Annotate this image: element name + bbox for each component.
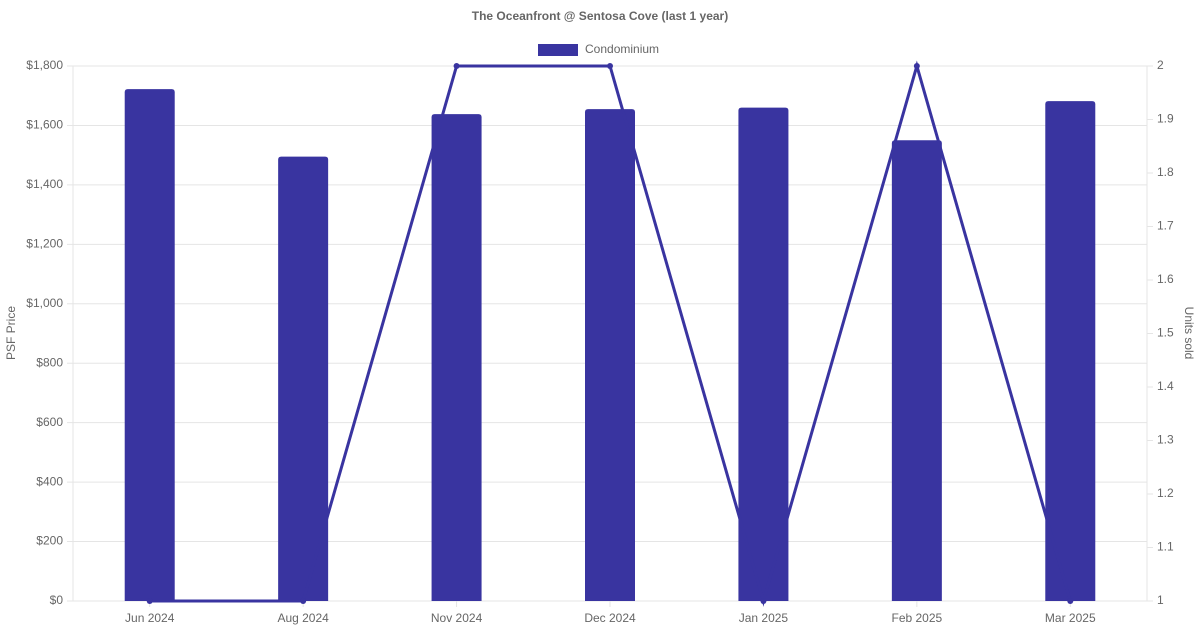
- x-tick-label: Dec 2024: [584, 611, 636, 625]
- bar: [124, 89, 175, 601]
- line-point: [1067, 598, 1074, 604]
- x-tick-label: Mar 2025: [1045, 611, 1096, 625]
- legend-swatch: [538, 44, 578, 56]
- line-point: [453, 63, 460, 69]
- y-tick-label: $1,000: [26, 296, 63, 310]
- y-tick-label: $200: [36, 534, 63, 548]
- y-tick-label: $1,600: [26, 118, 63, 132]
- x-tick-label: Nov 2024: [431, 611, 483, 625]
- y2-axis-title: Units sold: [1182, 307, 1196, 360]
- y2-tick-label: 1: [1157, 593, 1164, 607]
- y-tick-label: $1,200: [26, 237, 63, 251]
- line-point: [146, 598, 153, 604]
- y-tick-label: $0: [50, 593, 64, 607]
- legend-label: Condominium: [585, 42, 659, 56]
- y2-tick-label: 1.3: [1157, 433, 1174, 447]
- y2-tick-label: 2: [1157, 58, 1164, 72]
- line-point: [913, 63, 920, 69]
- chart-title: The Oceanfront @ Sentosa Cove (last 1 ye…: [472, 9, 728, 23]
- x-tick-label: Jan 2025: [739, 611, 789, 625]
- x-tick-label: Aug 2024: [277, 611, 329, 625]
- y-tick-label: $800: [36, 355, 63, 369]
- line-point: [300, 598, 307, 604]
- y2-tick-label: 1.4: [1157, 379, 1174, 393]
- y-axis-title: PSF Price: [4, 306, 18, 360]
- bar: [738, 107, 789, 601]
- y-tick-label: $1,800: [26, 58, 63, 72]
- y2-tick-label: 1.5: [1157, 326, 1174, 340]
- bar: [585, 109, 635, 601]
- y-tick-label: $1,400: [26, 177, 63, 191]
- bar: [1045, 101, 1096, 602]
- y2-tick-label: 1.8: [1157, 165, 1174, 179]
- x-tick-label: Feb 2025: [891, 611, 942, 625]
- line-point: [760, 598, 767, 604]
- bar: [891, 140, 942, 602]
- y-tick-label: $400: [36, 474, 63, 488]
- y2-tick-label: 1.9: [1157, 112, 1174, 126]
- bar: [278, 156, 329, 601]
- y2-tick-label: 1.1: [1157, 540, 1174, 554]
- y2-tick-label: 1.6: [1157, 272, 1174, 286]
- x-tick-label: Jun 2024: [125, 611, 175, 625]
- line-point: [607, 63, 613, 69]
- y2-tick-label: 1.7: [1157, 219, 1174, 233]
- y-tick-label: $600: [36, 415, 63, 429]
- y2-tick-label: 1.2: [1157, 486, 1174, 500]
- bar: [431, 114, 482, 602]
